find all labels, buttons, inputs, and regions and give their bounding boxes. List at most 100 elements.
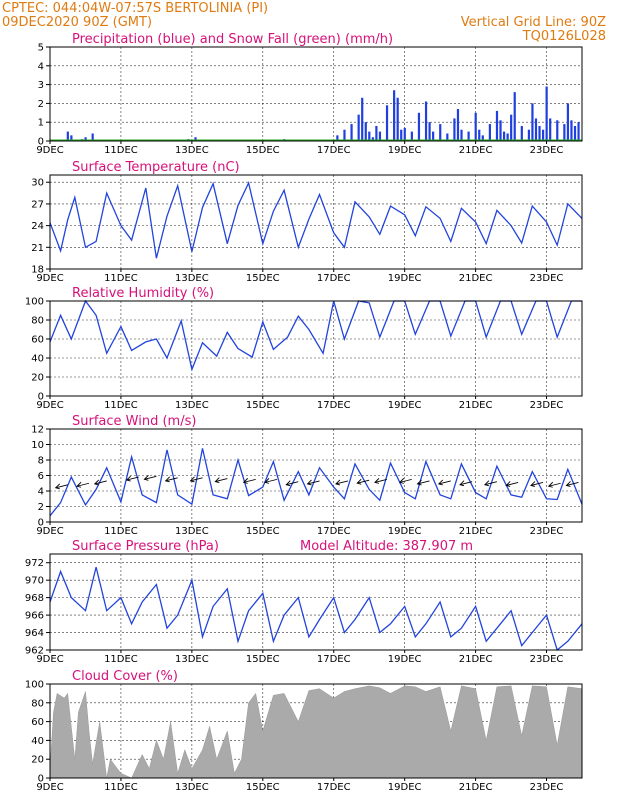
wind-vector xyxy=(399,478,412,483)
header-model: TQ0126L028 xyxy=(522,29,606,44)
wind-panel: 0 2 4 6 8 10 12 9DEC 11DEC 13DEC 15DEC 17DEC 19DEC 21… xyxy=(31,414,583,537)
wind-vector xyxy=(438,480,451,485)
x-tick-label: 15DEC xyxy=(246,400,280,411)
wind-vector xyxy=(506,482,519,486)
precip-bar xyxy=(541,129,545,141)
precip-bar xyxy=(428,122,431,141)
x-tick-label: 23DEC xyxy=(530,782,564,793)
x-tick-label: 19DEC xyxy=(388,654,422,665)
wind-vector xyxy=(459,481,473,486)
wind-vector-head xyxy=(306,479,312,486)
y-tick-label: 27 xyxy=(31,199,44,210)
y-tick-label: 60 xyxy=(31,717,44,728)
precip-bar xyxy=(432,131,435,141)
x-tick-label: 13DEC xyxy=(175,654,209,665)
x-tick-label: 21DEC xyxy=(459,654,493,665)
y-tick-label: 20 xyxy=(31,373,44,384)
y-tick-label: 1 xyxy=(38,118,44,129)
wind-vector-head xyxy=(374,478,380,484)
precip-bar xyxy=(378,131,382,141)
cloud-panel: 0 20 40 60 80 100 9DEC 11DEC 13DEC 15DEC 17DEC 19DE… xyxy=(25,669,583,793)
x-tick-label: 17DEC xyxy=(317,400,351,411)
y-tick-label: 100 xyxy=(25,297,44,308)
x-tick-label: 21DEC xyxy=(459,526,493,537)
precip-bar xyxy=(364,122,367,141)
precip-bar xyxy=(361,97,364,141)
precip-bar xyxy=(531,103,534,141)
precip-bar xyxy=(570,120,573,141)
precip-bar xyxy=(70,135,73,141)
y-tick-label: 5 xyxy=(38,43,44,54)
x-tick-label: 23DEC xyxy=(530,400,564,411)
x-tick-label: 17DEC xyxy=(317,526,351,537)
precipitation-panel: 0 1 2 3 4 5 9DEC 11DEC 13DEC 15DEC 17DEC 19DEC 21DEC… xyxy=(36,32,583,156)
precip-bar xyxy=(538,125,541,141)
precip-bar xyxy=(343,129,346,141)
precip-bar xyxy=(495,110,499,141)
x-tick-label: 23DEC xyxy=(530,654,564,665)
y-tick-label: 40 xyxy=(31,736,44,747)
x-tick-label: 11DEC xyxy=(104,526,138,537)
precip-bar xyxy=(488,124,491,141)
precip-bar xyxy=(439,124,442,141)
wind-vector-head xyxy=(164,476,170,483)
wind-vector xyxy=(144,475,157,480)
wind-line xyxy=(49,448,583,517)
x-tick-label: 19DEC xyxy=(388,145,422,156)
precip-bar xyxy=(545,86,548,141)
wind-vector-head xyxy=(505,481,511,487)
y-tick-label: 80 xyxy=(31,698,44,709)
y-tick-label: 0 xyxy=(38,137,44,148)
temperature-line xyxy=(49,181,583,259)
wind-frame xyxy=(49,428,583,523)
precip-bar xyxy=(350,124,353,141)
cloud-area xyxy=(49,685,583,779)
precip-bar xyxy=(410,131,413,141)
x-tick-label: 13DEC xyxy=(175,400,209,411)
wind-vector-head xyxy=(437,479,444,486)
x-tick-label: 17DEC xyxy=(317,782,351,793)
precip-bar xyxy=(499,120,502,141)
x-tick-label: 13DEC xyxy=(175,273,209,284)
precip-bar xyxy=(336,135,339,141)
y-tick-label: 964 xyxy=(25,628,44,639)
precip-bar xyxy=(194,137,197,141)
precip-bar xyxy=(534,118,538,141)
precip-bar xyxy=(556,120,559,141)
x-tick-label: 13DEC xyxy=(175,145,209,156)
cloud-title: Cloud Cover (%) xyxy=(72,669,178,684)
wind-vector xyxy=(165,477,178,482)
temperature-panel: 18 21 24 27 30 9DEC 11DEC 13DEC 15DEC 17DEC 19DEC 2… xyxy=(31,160,583,284)
y-tick-label: 24 xyxy=(31,221,44,232)
wind-vector xyxy=(530,482,544,486)
x-tick-label: 13DEC xyxy=(175,782,209,793)
x-tick-label: 9DEC xyxy=(36,782,63,793)
wind-vector xyxy=(94,480,107,485)
precip-bar xyxy=(66,131,69,141)
wind-vector-head xyxy=(398,478,405,484)
y-tick-label: 8 xyxy=(38,456,44,467)
humidity-frame xyxy=(49,300,583,397)
temperature-title: Surface Temperature (nC) xyxy=(72,160,240,175)
pressure-annotation: Model Altitude: 387.907 m xyxy=(300,539,473,554)
wind-vector xyxy=(374,478,388,483)
wind-vector-head xyxy=(483,480,490,487)
pressure-panel: 962 964 966 968 970 972 9DEC 11DEC 13DEC 15DEC 17D… xyxy=(25,539,583,665)
x-tick-label: 15DEC xyxy=(246,273,280,284)
wind-vector-head xyxy=(335,479,341,486)
x-tick-label: 11DEC xyxy=(104,145,138,156)
y-tick-label: 2 xyxy=(38,502,44,513)
wind-vector xyxy=(76,482,90,487)
precip-bar xyxy=(549,118,552,141)
x-tick-label: 19DEC xyxy=(388,273,422,284)
x-tick-label: 11DEC xyxy=(104,273,138,284)
wind-vector xyxy=(484,481,497,486)
precip-bar xyxy=(400,129,403,141)
y-tick-label: 6 xyxy=(38,471,44,482)
y-tick-label: 18 xyxy=(31,265,44,276)
x-tick-label: 23DEC xyxy=(530,145,564,156)
x-tick-label: 17DEC xyxy=(317,273,351,284)
y-tick-label: 0 xyxy=(38,392,44,403)
